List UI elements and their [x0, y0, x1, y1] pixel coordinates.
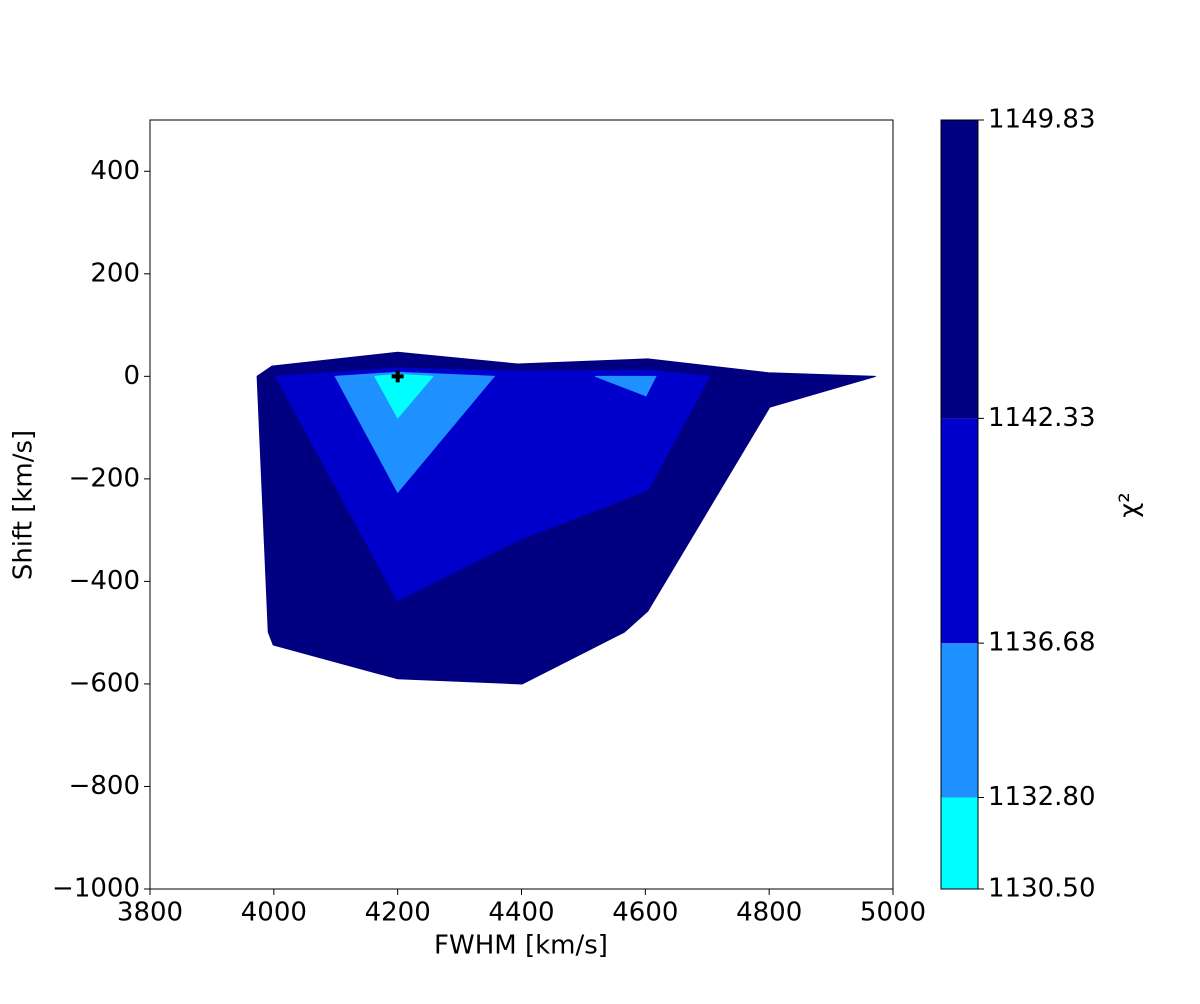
y-tick-label: −200 — [69, 463, 140, 493]
best-fit-marker — [391, 370, 404, 383]
x-tick-label: 4000 — [241, 898, 307, 928]
x-tick-label: 4800 — [736, 898, 802, 928]
x-tick-label: 4200 — [365, 898, 431, 928]
colorbar-tick-label: 1132.80 — [988, 782, 1096, 812]
y-tick-label: 400 — [90, 156, 140, 186]
colorbar-band — [941, 120, 978, 419]
colorbar-band — [941, 418, 978, 644]
colorbar-tick-label: 1136.68 — [988, 628, 1096, 658]
x-tick-label: 4400 — [488, 898, 554, 928]
colorbar-band — [941, 797, 978, 889]
y-tick-label: −400 — [69, 566, 140, 596]
y-tick-label: −600 — [69, 668, 140, 698]
x-tick-label: 3800 — [117, 898, 183, 928]
contour-region — [373, 373, 434, 419]
contour-region — [595, 375, 657, 397]
x-tick-label: 4600 — [612, 898, 678, 928]
y-tick-label: −800 — [69, 771, 140, 801]
y-axis-label: Shift [km/s] — [9, 430, 39, 580]
y-tick-label: −1000 — [52, 874, 140, 904]
colorbar-frame — [940, 119, 979, 890]
colorbar-tick-label: 1130.50 — [988, 874, 1096, 904]
x-tick-label: 5000 — [860, 898, 926, 928]
x-axis-label: FWHM [km/s] — [434, 931, 608, 961]
y-tick-label: 200 — [90, 258, 140, 288]
colorbar-label: χ² — [1115, 492, 1145, 517]
contour-region — [334, 371, 496, 494]
y-tick-label: 0 — [123, 361, 140, 391]
colorbar-tick-label: 1142.33 — [988, 403, 1096, 433]
colorbar-band — [941, 643, 978, 798]
colorbar-tick-label: 1149.83 — [988, 105, 1096, 135]
